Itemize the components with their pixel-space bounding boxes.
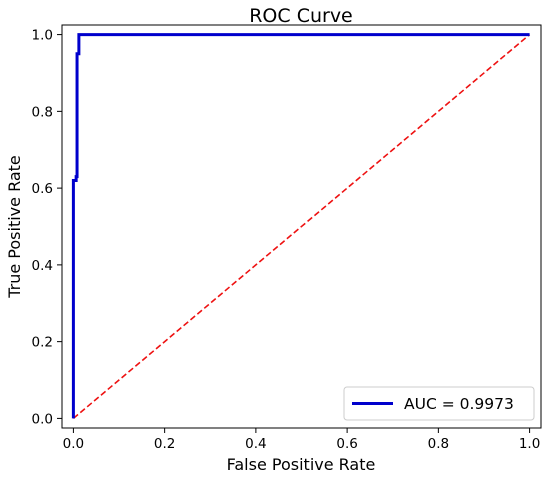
roc-curve-line [71,33,530,419]
x-axis-title: False Positive Rate [227,455,376,474]
x-tick-label: 0.6 [336,436,357,452]
plot-lines [71,33,531,420]
chance-diagonal-line [72,33,531,420]
x-tick-label: 0.4 [245,436,266,452]
y-tick-label: 0.4 [32,258,53,274]
y-tick-label: 0.8 [32,104,53,120]
x-axis-ticks: 0.0 0.2 0.4 0.6 0.8 1.0 [63,428,540,452]
legend-box [343,386,535,421]
y-axis-title: True Positive Rate [5,155,24,299]
y-axis-ticks: 0.0 0.2 0.4 0.6 0.8 1.0 [32,28,62,427]
chart-title: ROC Curve [249,5,353,27]
y-tick-label: 0.6 [32,181,53,197]
y-tick-label: 0.0 [32,411,53,427]
x-tick-label: 1.0 [519,436,540,452]
legend-label: AUC = 0.9973 [404,395,514,413]
y-tick-label: 0.2 [32,335,53,351]
plot-frame [61,24,542,429]
y-tick-label: 1.0 [32,28,53,44]
x-tick-label: 0.8 [428,436,449,452]
legend: AUC = 0.9973 [343,386,535,421]
x-tick-label: 0.0 [63,436,84,452]
x-tick-label: 0.2 [154,436,175,452]
